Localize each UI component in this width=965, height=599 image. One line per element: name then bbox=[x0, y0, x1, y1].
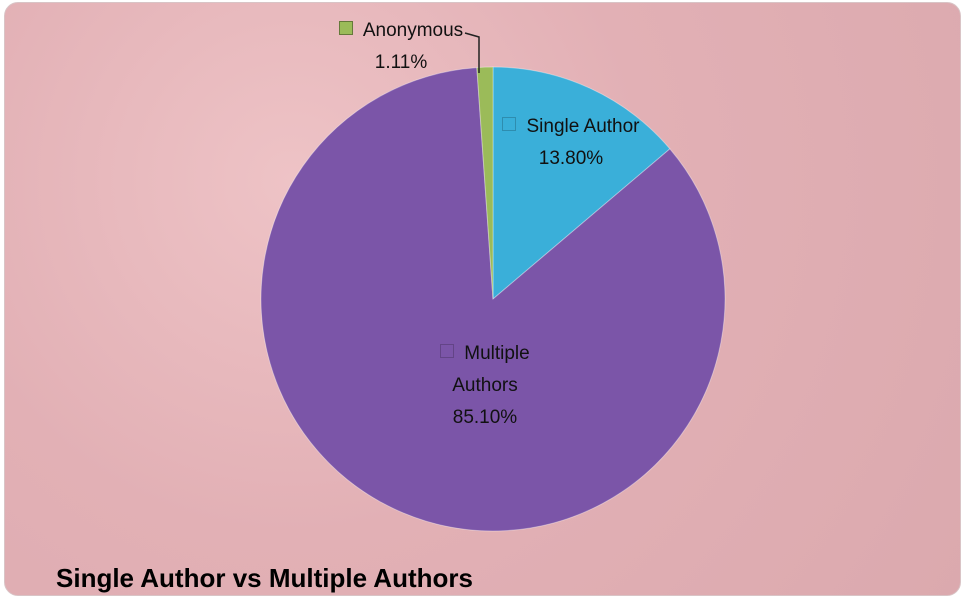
pie-slice bbox=[260, 67, 726, 532]
data-label: Multiple Authors 85.10% bbox=[410, 338, 560, 434]
label-name: Single Author bbox=[526, 116, 640, 137]
pie-slice bbox=[492, 66, 671, 301]
label-value: 13.80% bbox=[538, 148, 604, 169]
legend-marker bbox=[338, 21, 353, 35]
label-value: 1.11% bbox=[374, 52, 428, 73]
chart: Single Author vs Multiple Authors Single… bbox=[4, 2, 961, 596]
pie-slice bbox=[476, 66, 494, 300]
chart-title: Single Author vs Multiple Authors bbox=[56, 563, 473, 593]
data-label: Single Author 13.80% bbox=[496, 111, 646, 175]
label-value: 85.10% bbox=[452, 407, 518, 428]
legend-marker bbox=[502, 117, 517, 131]
label-name: Anonymous bbox=[362, 20, 464, 41]
legend-marker bbox=[440, 344, 455, 358]
pie-area bbox=[260, 32, 726, 532]
leader-line bbox=[464, 32, 480, 73]
data-label: Anonymous 1.11% bbox=[321, 15, 481, 79]
label-name: Multiple Authors bbox=[452, 343, 530, 396]
